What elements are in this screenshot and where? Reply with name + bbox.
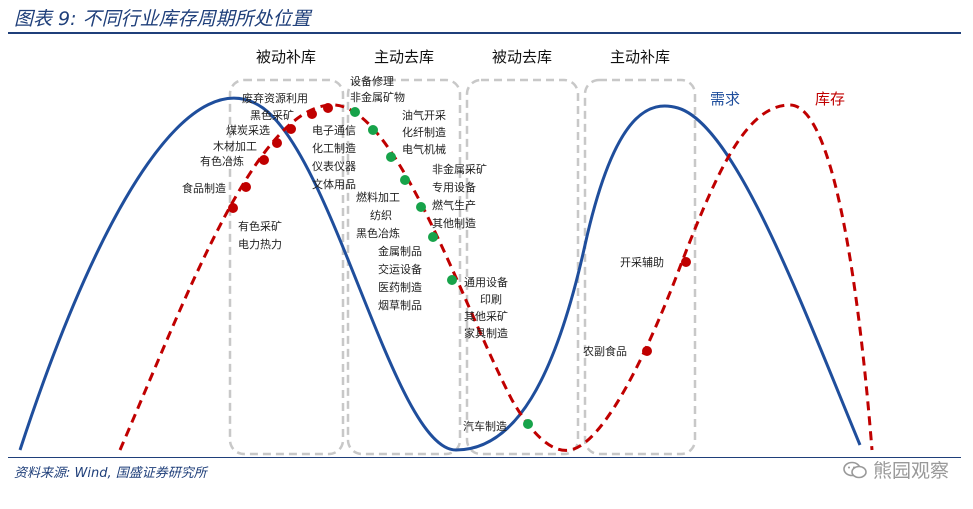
marker-dot: [523, 419, 533, 429]
industry-label: 化纤制造: [402, 125, 446, 139]
industry-label: 食品制造: [182, 181, 226, 195]
source-rule: [8, 457, 961, 458]
watermark: 熊园观察: [843, 456, 949, 483]
marker-dot: [368, 125, 378, 135]
phase-box-active-restock: [583, 78, 697, 456]
marker-dot: [350, 107, 360, 117]
industry-label: 文体用品: [312, 177, 356, 191]
industry-label: 燃气生产: [432, 198, 476, 212]
phase-box-passive-destock: [465, 78, 580, 456]
industry-label: 仪表仪器: [312, 159, 356, 173]
industry-label: 燃料加工: [356, 190, 400, 204]
industry-label: 汽车制造: [463, 419, 507, 433]
marker-dot: [386, 152, 396, 162]
phase-title-active-restock: 主动补库: [610, 48, 670, 66]
phase-title-passive-restock: 被动补库: [256, 48, 316, 66]
industry-label: 印刷: [480, 293, 502, 306]
industry-label: 医药制造: [378, 280, 422, 294]
marker-dot: [241, 182, 251, 192]
industry-label: 其他制造: [432, 216, 476, 230]
marker-dot: [323, 103, 333, 113]
watermark-text: 熊园观察: [872, 460, 949, 482]
industry-label: 煤炭采选: [226, 124, 270, 137]
industry-label: 电子通信: [312, 124, 356, 137]
marker-dot: [447, 275, 457, 285]
phase-box-passive-restock: [228, 78, 345, 456]
industry-label: 非金属采矿: [432, 162, 487, 176]
phase-title-active-destock: 主动去库: [374, 48, 434, 66]
industry-label: 交运设备: [378, 262, 422, 276]
industry-label: 其他采矿: [464, 310, 508, 323]
industry-label: 设备修理: [350, 74, 394, 88]
industry-label: 纺织: [370, 208, 392, 222]
industry-label: 黑色冶炼: [356, 226, 400, 240]
marker-dot: [272, 138, 282, 148]
industry-label: 有色冶炼: [200, 154, 244, 168]
marker-dot: [428, 232, 438, 242]
industry-label: 黑色采矿: [250, 108, 294, 122]
marker-dot: [286, 124, 296, 134]
industry-label: 烟草制品: [378, 298, 422, 312]
marker-dot: [642, 346, 652, 356]
industry-label: 专用设备: [432, 180, 476, 194]
demand-series-label: 需求: [710, 90, 740, 108]
phase-box-active-destock: [346, 78, 462, 456]
industry-label: 家具制造: [464, 326, 508, 340]
marker-dot: [416, 202, 426, 212]
industry-label: 电力热力: [238, 238, 282, 251]
industry-label: 农副食品: [583, 344, 627, 358]
marker-dot: [259, 155, 269, 165]
phase-title-passive-destock: 被动去库: [492, 48, 552, 66]
industry-label: 废弃资源利用: [242, 91, 308, 105]
industry-label: 有色采矿: [238, 219, 282, 233]
inventory-series-label: 库存: [815, 90, 845, 108]
industry-label: 电气机械: [402, 142, 446, 156]
wechat-icon: [843, 461, 867, 478]
industry-label: 油气开采: [402, 108, 446, 122]
industry-label: 金属制品: [378, 244, 422, 258]
source-note: 资料来源: Wind, 国盛证券研究所: [14, 466, 207, 481]
demand-curve: [18, 96, 862, 452]
industry-label: 非金属矿物: [350, 90, 405, 104]
marker-dot: [400, 175, 410, 185]
marker-dot: [307, 109, 317, 119]
marker-dot: [228, 203, 238, 213]
industry-label: 化工制造: [312, 141, 356, 155]
industry-label: 通用设备: [464, 275, 508, 289]
figure-title: 图表 9: 不同行业库存周期所处位置: [14, 8, 311, 30]
industry-label: 木材加工: [213, 139, 257, 153]
title-rule: [8, 32, 961, 34]
industry-label: 开采辅助: [620, 255, 664, 269]
marker-dot: [681, 257, 691, 267]
